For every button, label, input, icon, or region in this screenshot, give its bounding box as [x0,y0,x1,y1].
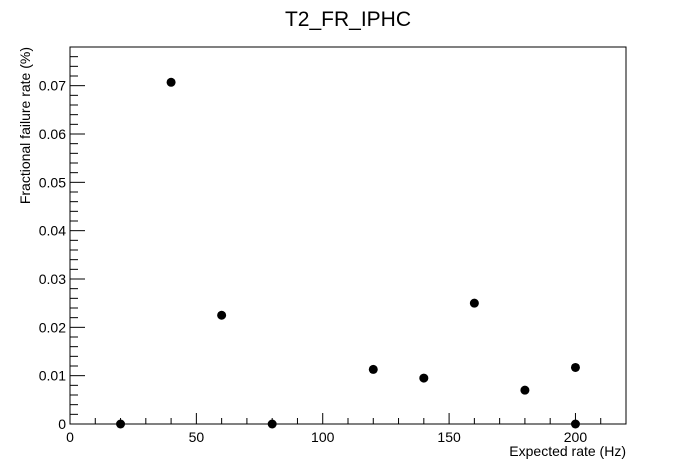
data-point [217,310,227,320]
y-tick-label: 0.03 [39,271,66,287]
y-axis-label: Fractional failure rate (%) [17,47,33,204]
x-tick-label: 200 [564,429,588,445]
x-tick-label: 0 [66,429,74,445]
x-tick-label: 150 [437,429,461,445]
chart-title: T2_FR_IPHC [285,8,411,31]
data-point [469,298,479,308]
x-axis-label: Expected rate (Hz) [509,443,626,459]
data-point [419,373,429,383]
data-point [570,362,580,372]
data-points [116,77,580,429]
y-tick-label: 0.05 [39,174,66,190]
data-point [166,77,176,87]
y-tick-label: 0.06 [39,126,66,142]
data-point [368,364,378,374]
x-axis: 0 50 100 150 200 [66,413,627,445]
data-point [267,419,277,429]
x-tick-label: 50 [189,429,205,445]
y-axis: 0 0.01 0.02 0.03 0.04 0.05 0.06 0.07 [39,46,85,432]
x-tick-label: 100 [311,429,335,445]
y-tick-label: 0 [58,416,66,432]
data-point [116,419,126,429]
y-tick-label: 0.04 [39,223,66,239]
y-tick-label: 0.07 [39,78,66,94]
data-point [570,419,580,429]
y-tick-label: 0.01 [39,368,66,384]
plot-frame [69,46,627,425]
y-tick-label: 0.02 [39,319,66,335]
data-point [520,385,530,395]
